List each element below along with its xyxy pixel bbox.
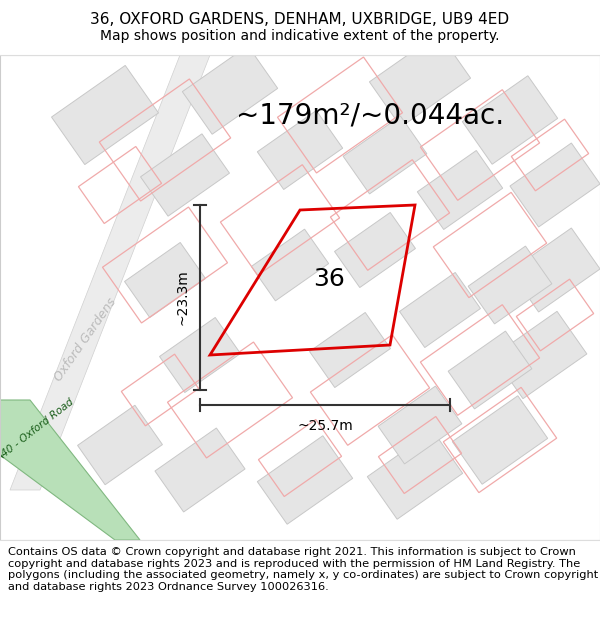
Text: A40 - Oxford Road: A40 - Oxford Road (0, 397, 76, 463)
Polygon shape (77, 405, 163, 485)
Text: Map shows position and indicative extent of the property.: Map shows position and indicative extent… (100, 29, 500, 43)
Text: Oxford Gardens: Oxford Gardens (52, 296, 119, 384)
Polygon shape (370, 33, 470, 127)
Polygon shape (140, 134, 229, 216)
Polygon shape (0, 400, 140, 540)
Polygon shape (257, 111, 343, 189)
Polygon shape (343, 116, 427, 194)
Text: 36, OXFORD GARDENS, DENHAM, UXBRIDGE, UB9 4ED: 36, OXFORD GARDENS, DENHAM, UXBRIDGE, UB… (91, 12, 509, 27)
Polygon shape (335, 213, 415, 288)
Polygon shape (160, 318, 241, 392)
Polygon shape (400, 272, 481, 348)
Text: Contains OS data © Crown copyright and database right 2021. This information is : Contains OS data © Crown copyright and d… (8, 547, 598, 592)
Polygon shape (310, 312, 391, 388)
Polygon shape (378, 386, 462, 464)
Polygon shape (452, 396, 548, 484)
Polygon shape (251, 229, 329, 301)
Polygon shape (125, 242, 205, 318)
Polygon shape (10, 55, 210, 490)
Text: ~23.3m: ~23.3m (176, 269, 190, 326)
Polygon shape (182, 46, 278, 134)
Polygon shape (367, 431, 463, 519)
Polygon shape (418, 151, 503, 229)
Polygon shape (257, 436, 353, 524)
Polygon shape (155, 428, 245, 512)
Text: ~25.7m: ~25.7m (297, 419, 353, 433)
Polygon shape (493, 311, 587, 399)
Text: 36: 36 (313, 267, 344, 291)
Polygon shape (468, 246, 552, 324)
Polygon shape (510, 228, 600, 312)
Polygon shape (448, 331, 532, 409)
Polygon shape (463, 76, 557, 164)
Polygon shape (510, 143, 600, 227)
Text: ~179m²/~0.044ac.: ~179m²/~0.044ac. (236, 101, 504, 129)
Polygon shape (52, 66, 158, 164)
